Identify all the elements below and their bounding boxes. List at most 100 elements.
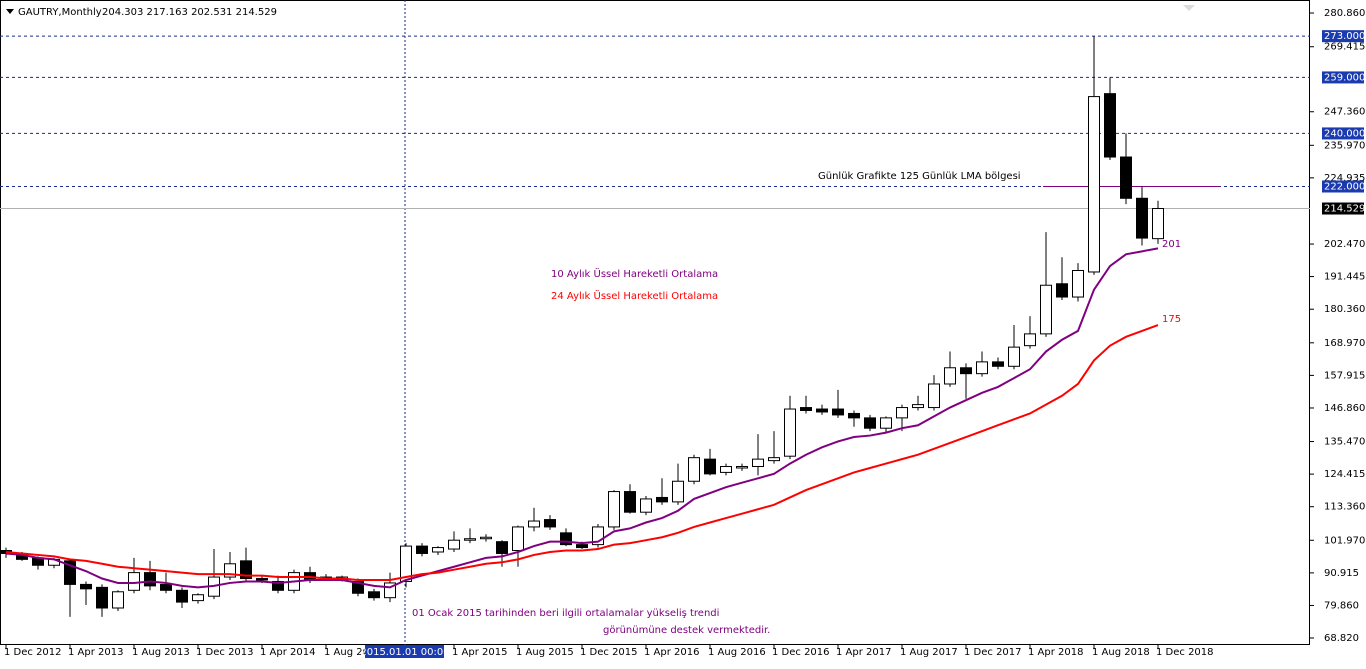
y-tick-label: 180.360 bbox=[1324, 304, 1365, 315]
annotation: 201 bbox=[1162, 239, 1181, 250]
candle-body bbox=[816, 408, 828, 413]
candle-body bbox=[1120, 156, 1132, 199]
candle-body bbox=[928, 383, 940, 409]
level-label: 273.000 bbox=[1324, 31, 1365, 42]
candle-body bbox=[1104, 93, 1116, 158]
candle-body bbox=[1088, 96, 1100, 273]
candle-body bbox=[944, 367, 956, 385]
y-tick-label: 191.445 bbox=[1324, 272, 1365, 283]
scroll-marker bbox=[1183, 5, 1195, 11]
candle-body bbox=[1040, 284, 1052, 335]
candle-body bbox=[96, 586, 108, 609]
moving-average bbox=[5, 247, 1159, 589]
candle-body bbox=[1024, 333, 1036, 347]
candle-body bbox=[128, 572, 140, 591]
candle-body bbox=[272, 580, 284, 591]
level-label-bg bbox=[1322, 127, 1364, 140]
candle-body bbox=[176, 589, 188, 603]
candle-body bbox=[496, 541, 508, 554]
candle-body bbox=[352, 580, 364, 594]
level-label-bg bbox=[1322, 30, 1364, 43]
x-tick-label: 1 Dec 2012 bbox=[4, 647, 62, 658]
candle-body bbox=[864, 417, 876, 429]
candle-body bbox=[768, 457, 780, 462]
candle-body bbox=[64, 560, 76, 585]
menu-arrow bbox=[6, 9, 14, 14]
candle-body bbox=[656, 496, 668, 503]
x-tick-label: 1 Apr 2017 bbox=[836, 647, 891, 658]
y-tick-label: 269.415 bbox=[1324, 42, 1365, 53]
x-tick-label: 1 Apr 2016 bbox=[644, 647, 699, 658]
y-tick-label: 124.415 bbox=[1324, 469, 1365, 480]
candle-body bbox=[624, 491, 636, 513]
candle-body bbox=[896, 407, 908, 419]
candle-body bbox=[736, 466, 748, 469]
candle-body bbox=[848, 412, 860, 419]
candle-body bbox=[416, 545, 428, 554]
y-tick-label: 113.360 bbox=[1324, 502, 1365, 513]
candle-body bbox=[976, 361, 988, 375]
x-tick-label: 1 Aug 2014 bbox=[324, 647, 382, 658]
candle-body bbox=[480, 536, 492, 540]
candle-body bbox=[224, 563, 236, 578]
x-tick-label: 1 Dec 2018 bbox=[1156, 647, 1214, 658]
annotation: 01 Ocak 2015 tarihinden beri ilgili orta… bbox=[412, 608, 719, 619]
current-price-label: 214.529 bbox=[1324, 204, 1365, 215]
candle-body bbox=[720, 466, 732, 473]
candle-body bbox=[192, 594, 204, 602]
level-label: 222.000 bbox=[1324, 181, 1365, 192]
candle-body bbox=[592, 526, 604, 546]
candle-body bbox=[832, 408, 844, 416]
y-tick-label: 224.935 bbox=[1324, 173, 1365, 184]
candle-body bbox=[112, 591, 124, 609]
candle-body bbox=[240, 560, 252, 580]
y-tick-label: 68.820 bbox=[1324, 633, 1359, 644]
candle-body bbox=[464, 538, 476, 541]
x-tick-label: 1 Aug 2016 bbox=[708, 647, 766, 658]
candle-body bbox=[640, 498, 652, 513]
y-tick-label: 79.860 bbox=[1324, 600, 1359, 611]
candle-body bbox=[400, 545, 412, 582]
y-tick-label: 101.970 bbox=[1324, 535, 1365, 546]
header-ohlc: 204.303 217.163 202.531 214.529 bbox=[102, 7, 277, 18]
candle-body bbox=[512, 526, 524, 552]
current-price-bg bbox=[1322, 202, 1364, 215]
y-tick-label: 90.915 bbox=[1324, 568, 1359, 579]
candle-body bbox=[160, 583, 172, 591]
x-tick-label: 1 Dec 2013 bbox=[196, 647, 254, 658]
candle-body bbox=[704, 458, 716, 475]
level-label-bg bbox=[1322, 180, 1364, 193]
candle-body bbox=[432, 547, 444, 553]
y-tick-label: 146.860 bbox=[1324, 403, 1365, 414]
chart-title: GAUTRY,Monthly bbox=[18, 7, 102, 18]
x-tick-label: 1 Aug 2017 bbox=[900, 647, 958, 658]
candle-body bbox=[448, 539, 460, 550]
candle-body bbox=[80, 583, 92, 590]
candle-body bbox=[256, 578, 268, 581]
candle-body bbox=[992, 361, 1004, 367]
candle-body bbox=[144, 572, 156, 587]
candle-body bbox=[1136, 197, 1148, 239]
candle-body bbox=[384, 582, 396, 599]
moving-average bbox=[5, 324, 1159, 581]
candle-body bbox=[528, 520, 540, 528]
x-tick-label: 1 Dec 2017 bbox=[964, 647, 1022, 658]
candle-body bbox=[608, 491, 620, 528]
candle-body bbox=[672, 480, 684, 503]
candle-body bbox=[1056, 283, 1068, 298]
candle-body bbox=[576, 544, 588, 549]
x-tick-label: 1 Dec 2015 bbox=[580, 647, 638, 658]
x-tick-label: 1 Dec 2016 bbox=[772, 647, 830, 658]
x-tick-label: 1 Apr 2013 bbox=[68, 647, 123, 658]
candle-body bbox=[784, 408, 796, 457]
candle-body bbox=[560, 532, 572, 546]
x-tick-label: 1 Apr 2014 bbox=[260, 647, 315, 658]
level-label: 240.000 bbox=[1324, 128, 1365, 139]
annotation: görünümüne destek vermektedir. bbox=[603, 625, 770, 636]
candle-body bbox=[368, 591, 380, 599]
annotation: 10 Aylık Üssel Hareketli Ortalama bbox=[551, 267, 718, 280]
y-tick-label: 168.970 bbox=[1324, 338, 1365, 349]
level-label: 259.000 bbox=[1324, 72, 1365, 83]
y-tick-label: 157.915 bbox=[1324, 370, 1365, 381]
